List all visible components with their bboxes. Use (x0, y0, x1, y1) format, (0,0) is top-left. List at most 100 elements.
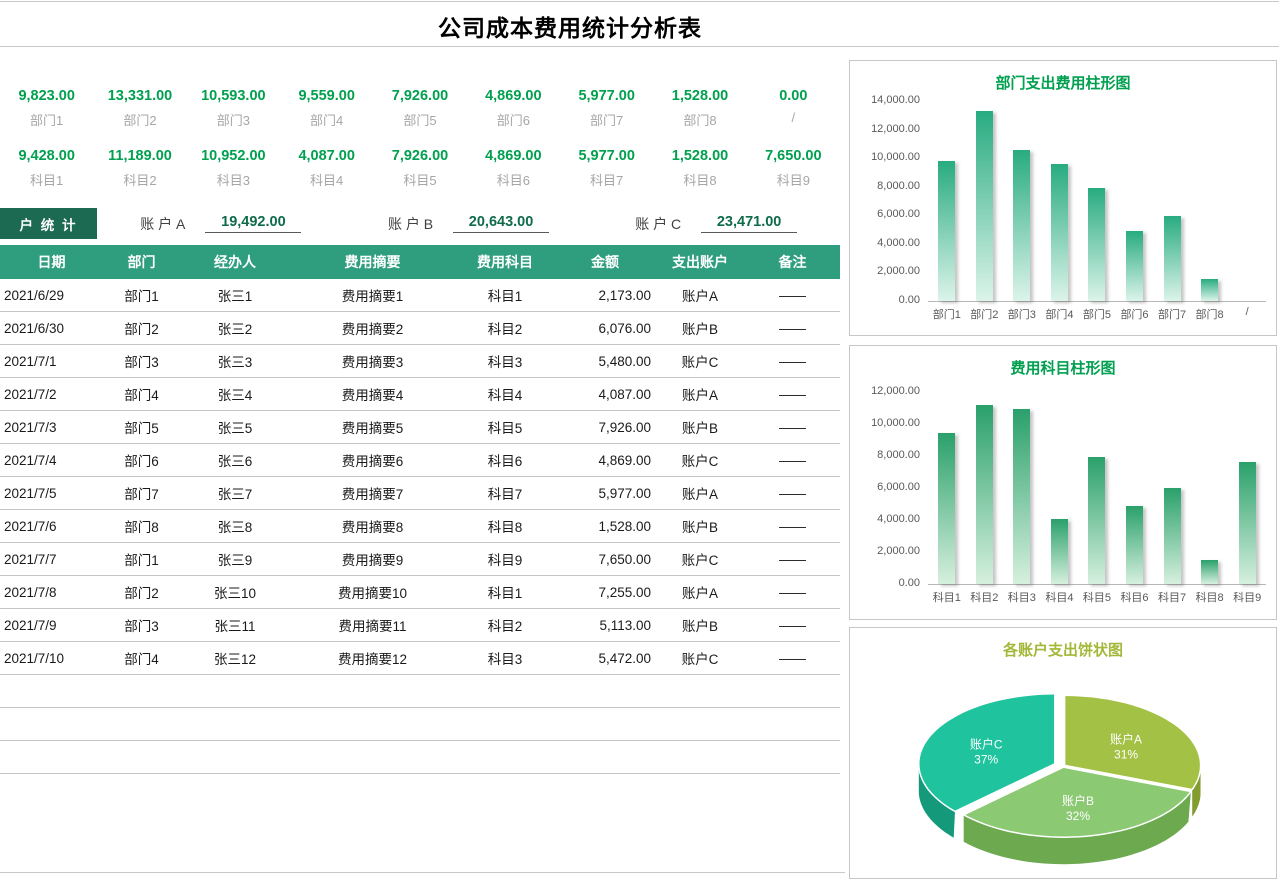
column-header[interactable]: 费用摘要 (290, 245, 455, 279)
table-cell[interactable]: 账户B (655, 509, 745, 543)
table-cell[interactable]: 2021/7/1 (0, 344, 103, 378)
table-cell[interactable]: 账户C (655, 641, 745, 675)
table-cell[interactable]: —— (745, 279, 840, 312)
table-cell[interactable]: 科目6 (455, 443, 555, 477)
table-cell[interactable]: 账户A (655, 279, 745, 312)
table-cell[interactable]: 费用摘要6 (290, 443, 455, 477)
department-total-value[interactable]: 4,869.00 (485, 88, 542, 104)
table-cell[interactable]: 部门3 (103, 344, 180, 378)
empty-cell[interactable] (0, 740, 840, 774)
column-header[interactable]: 日期 (0, 245, 103, 279)
table-cell[interactable]: 账户C (655, 344, 745, 378)
table-cell[interactable]: 账户C (655, 542, 745, 576)
table-cell[interactable]: 张三4 (180, 377, 290, 411)
table-cell[interactable]: 部门7 (103, 476, 180, 510)
column-header[interactable]: 备注 (745, 245, 840, 279)
table-cell[interactable]: 部门3 (103, 608, 180, 642)
department-total-value[interactable]: 9,823.00 (18, 88, 75, 104)
table-cell[interactable]: —— (745, 410, 840, 444)
table-cell[interactable]: 部门1 (103, 542, 180, 576)
table-cell[interactable]: 账户B (655, 311, 745, 345)
subject-total-value[interactable]: 11,189.00 (108, 148, 172, 164)
account-total-value[interactable]: 23,471.00 (701, 214, 798, 233)
table-cell[interactable]: 2021/7/6 (0, 509, 103, 543)
table-cell[interactable]: 4,087.00 (555, 377, 655, 411)
table-cell[interactable]: 费用摘要3 (290, 344, 455, 378)
table-cell[interactable]: —— (745, 641, 840, 675)
table-cell[interactable]: 费用摘要1 (290, 279, 455, 312)
subject-total-value[interactable]: 5,977.00 (578, 148, 635, 164)
subject-total-value[interactable]: 10,952.00 (201, 148, 266, 164)
table-cell[interactable]: —— (745, 476, 840, 510)
table-cell[interactable]: 张三8 (180, 509, 290, 543)
table-cell[interactable]: 张三10 (180, 575, 290, 609)
table-cell[interactable]: 2021/7/5 (0, 476, 103, 510)
table-cell[interactable]: 费用摘要5 (290, 410, 455, 444)
subject-total-value[interactable]: 4,087.00 (298, 148, 355, 164)
department-total-value[interactable]: 13,331.00 (107, 88, 173, 104)
table-cell[interactable]: 7,926.00 (555, 410, 655, 444)
table-cell[interactable]: 7,650.00 (555, 542, 655, 576)
department-total-value[interactable]: 7,926.00 (391, 88, 449, 104)
subject-total-value[interactable]: 4,869.00 (485, 148, 542, 164)
column-header[interactable]: 支出账户 (655, 245, 745, 279)
table-cell[interactable]: 2021/7/7 (0, 542, 103, 576)
table-cell[interactable]: 张三9 (180, 542, 290, 576)
table-cell[interactable]: —— (745, 608, 840, 642)
subject-total-value[interactable]: 7,926.00 (391, 148, 449, 164)
table-cell[interactable]: 账户A (655, 575, 745, 609)
table-cell[interactable]: 部门1 (103, 279, 180, 312)
table-cell[interactable]: —— (745, 542, 840, 576)
table-cell[interactable]: 4,869.00 (555, 443, 655, 477)
column-header[interactable]: 部门 (103, 245, 180, 279)
table-cell[interactable]: 2021/7/10 (0, 641, 103, 675)
table-cell[interactable]: 张三6 (180, 443, 290, 477)
table-cell[interactable]: 5,977.00 (555, 476, 655, 510)
table-cell[interactable]: 科目9 (455, 542, 555, 576)
table-cell[interactable]: 5,472.00 (555, 641, 655, 675)
table-cell[interactable]: 费用摘要7 (290, 476, 455, 510)
subject-total-value[interactable]: 1,528.00 (671, 148, 729, 164)
table-cell[interactable]: 2021/7/2 (0, 377, 103, 411)
table-cell[interactable]: 科目1 (455, 279, 555, 312)
table-cell[interactable]: 费用摘要8 (290, 509, 455, 543)
column-header[interactable]: 费用科目 (455, 245, 555, 279)
table-cell[interactable]: 费用摘要10 (290, 575, 455, 609)
account-total-value[interactable]: 19,492.00 (205, 214, 302, 233)
table-cell[interactable]: 张三3 (180, 344, 290, 378)
account-pie-chart-panel[interactable]: 各账户支出饼状图 账户A 31% 账户B 32% 账户C 37% (849, 627, 1277, 879)
table-cell[interactable]: 2021/7/3 (0, 410, 103, 444)
table-cell[interactable]: 科目2 (455, 608, 555, 642)
table-cell[interactable]: 账户B (655, 608, 745, 642)
table-cell[interactable]: 2021/7/4 (0, 443, 103, 477)
table-cell[interactable]: 部门2 (103, 575, 180, 609)
table-cell[interactable]: 2021/7/9 (0, 608, 103, 642)
table-cell[interactable]: 张三1 (180, 279, 290, 312)
table-cell[interactable]: —— (745, 377, 840, 411)
subject-total-value[interactable]: 7,650.00 (765, 148, 822, 164)
table-cell[interactable]: 张三2 (180, 311, 290, 345)
table-cell[interactable]: 费用摘要9 (290, 542, 455, 576)
table-cell[interactable]: 费用摘要4 (290, 377, 455, 411)
table-cell[interactable]: 部门4 (103, 641, 180, 675)
table-cell[interactable]: 账户C (655, 443, 745, 477)
table-cell[interactable]: 账户A (655, 377, 745, 411)
department-total-value[interactable]: 1,528.00 (671, 88, 729, 104)
table-cell[interactable]: —— (745, 509, 840, 543)
table-cell[interactable]: 账户B (655, 410, 745, 444)
table-cell[interactable]: 部门2 (103, 311, 180, 345)
table-cell[interactable]: 2021/7/8 (0, 575, 103, 609)
table-cell[interactable]: 科目3 (455, 641, 555, 675)
table-cell[interactable]: 部门4 (103, 377, 180, 411)
table-cell[interactable]: 账户A (655, 476, 745, 510)
table-cell[interactable]: 张三5 (180, 410, 290, 444)
department-bar-chart-panel[interactable]: 部门支出费用柱形图 0.00 2,000.00 4,000.00 6,000.00 8,… (849, 60, 1277, 336)
table-cell[interactable]: 张三7 (180, 476, 290, 510)
table-cell[interactable]: 科目7 (455, 476, 555, 510)
column-header[interactable]: 金额 (555, 245, 655, 279)
table-cell[interactable]: —— (745, 311, 840, 345)
table-cell[interactable]: 部门5 (103, 410, 180, 444)
table-cell[interactable]: —— (745, 443, 840, 477)
table-cell[interactable]: 5,480.00 (555, 344, 655, 378)
table-cell[interactable]: 科目5 (455, 410, 555, 444)
